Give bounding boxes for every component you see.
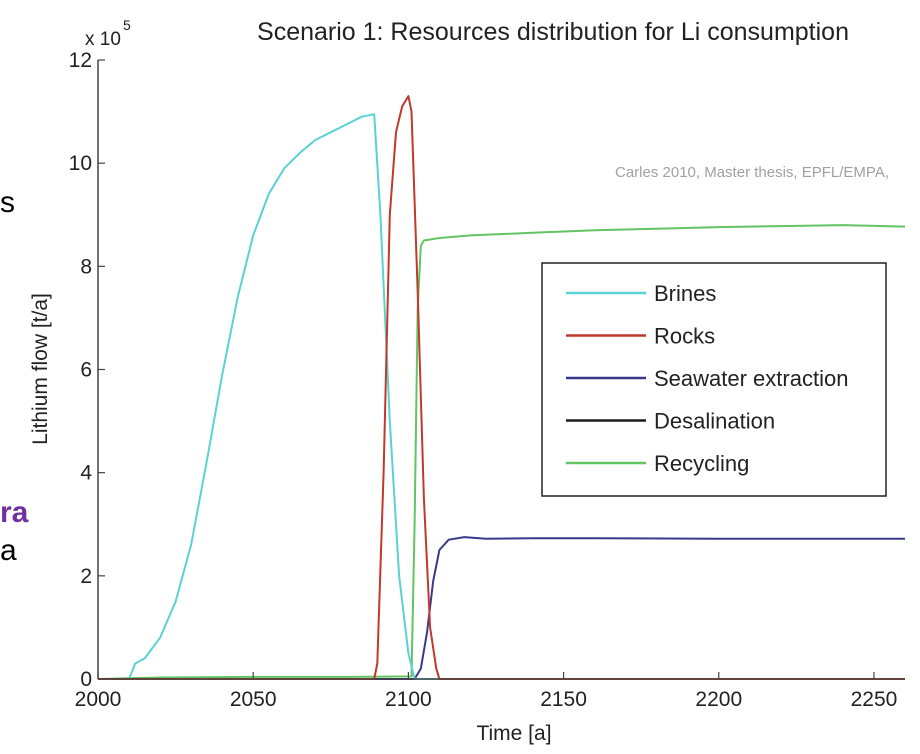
- background-text-fragment: ra: [0, 496, 29, 529]
- legend-label: Recycling: [654, 451, 749, 476]
- y-tick-label: 10: [69, 152, 92, 175]
- y-axis-label: Lithium flow [t/a]: [29, 293, 52, 445]
- y-scale-label: x 10: [85, 29, 121, 50]
- source-annotation: Carles 2010, Master thesis, EPFL/EMPA,: [615, 164, 889, 181]
- x-tick-label: 2100: [385, 688, 432, 711]
- series-line-recycling: [97, 224, 906, 680]
- background-text-fragment: s: [0, 186, 15, 219]
- background-text-fragment: a: [0, 534, 17, 567]
- y-tick-label: 4: [80, 462, 92, 485]
- x-tick-label: 2050: [230, 688, 277, 711]
- x-tick-label: 2000: [75, 688, 122, 711]
- legend-label: Seawater extraction: [654, 366, 848, 391]
- axes-layer: 2000 2050 2100 2150 2200 2250 0 2 4 6 8 10 12: [69, 49, 905, 711]
- series-line-seawater-extraction: [98, 536, 905, 680]
- y-tick-label: 6: [80, 359, 92, 382]
- legend: Brines Rocks Seawater extraction Desalinati…: [541, 262, 887, 497]
- legend-label: Rocks: [654, 324, 715, 349]
- legend-label: Brines: [654, 281, 716, 306]
- y-tick-label: 2: [80, 565, 92, 588]
- series-line-brines: [98, 113, 905, 680]
- x-tick-label: 2200: [695, 688, 742, 711]
- x-axis-label: Time [a]: [476, 722, 551, 745]
- chart-title: Scenario 1: Resources distribution for L…: [257, 18, 849, 46]
- x-tick-label: 2150: [540, 688, 587, 711]
- x-tick-label: 2250: [851, 688, 898, 711]
- legend-box: [541, 262, 887, 497]
- y-tick-label: 12: [69, 49, 92, 72]
- y-scale-exponent: 5: [123, 17, 131, 33]
- series-line-rocks: [98, 95, 905, 680]
- legend-label: Desalination: [654, 409, 775, 434]
- y-tick-label: 0: [80, 668, 92, 691]
- y-tick-label: 8: [80, 255, 92, 278]
